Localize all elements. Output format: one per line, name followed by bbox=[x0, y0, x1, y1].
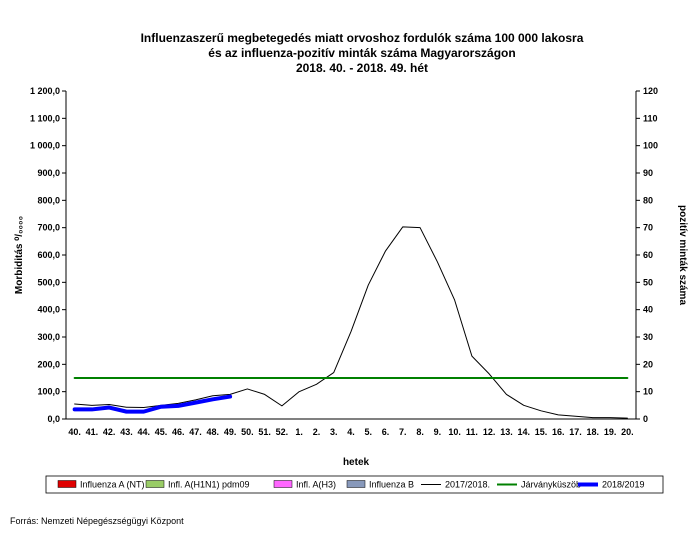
x-tick-label: 4. bbox=[347, 427, 355, 437]
x-tick-label: 20. bbox=[621, 427, 634, 437]
x-tick-label: 2. bbox=[313, 427, 321, 437]
x-tick-label: 7. bbox=[399, 427, 407, 437]
y2-tick-label: 30 bbox=[643, 332, 653, 342]
x-tick-label: 19. bbox=[604, 427, 617, 437]
legend-box bbox=[45, 475, 664, 494]
legend-swatch bbox=[273, 480, 293, 488]
x-tick-label: 16. bbox=[552, 427, 565, 437]
y-tick-label: 400,0 bbox=[37, 305, 60, 315]
chart-title: 2018. 40. - 2018. 49. hét bbox=[296, 61, 428, 75]
y-tick-label: 300,0 bbox=[37, 332, 60, 342]
y-tick-label: 1 100,0 bbox=[30, 113, 60, 123]
y-tick-label: 1 200,0 bbox=[30, 86, 60, 96]
line bbox=[72, 394, 233, 414]
y2-tick-label: 40 bbox=[643, 305, 653, 315]
x-tick-label: 5. bbox=[365, 427, 373, 437]
x-tick-label: 1. bbox=[295, 427, 303, 437]
y-tick-label: 800,0 bbox=[37, 195, 60, 205]
legend-swatch bbox=[346, 480, 366, 488]
y-tick-label: 100,0 bbox=[37, 387, 60, 397]
source: Forrás: Nemzeti Népegészségügyi Központ bbox=[10, 516, 184, 526]
x-tick-label: 43. bbox=[120, 427, 133, 437]
x-tick-label: 41. bbox=[86, 427, 99, 437]
x-tick-label: 50. bbox=[241, 427, 254, 437]
y2-tick-label: 110 bbox=[643, 113, 658, 123]
x-tick-label: 51. bbox=[258, 427, 271, 437]
y2-tick-label: 0 bbox=[643, 414, 648, 424]
legend-label: Influenza B bbox=[369, 480, 414, 490]
legend-label: 2018/2019 bbox=[602, 480, 645, 490]
legend-label: Infl. A(H3) bbox=[296, 480, 336, 490]
y-tick-label: 1 000,0 bbox=[30, 141, 60, 151]
x-tick-label: 17. bbox=[569, 427, 582, 437]
x-tick-label: 15. bbox=[535, 427, 548, 437]
legend-label: Infl. A(H1N1) pdm09 bbox=[168, 480, 250, 490]
chart-title: és az influenza-pozitív minták száma Mag… bbox=[208, 46, 515, 60]
x-tick-label: 48. bbox=[207, 427, 220, 437]
y2-tick-label: 100 bbox=[643, 141, 658, 151]
x-tick-label: 11. bbox=[466, 427, 478, 437]
x-tick-label: 9. bbox=[434, 427, 442, 437]
y2-tick-label: 70 bbox=[643, 223, 653, 233]
x-tick-label: 6. bbox=[382, 427, 390, 437]
y2-tick-label: 80 bbox=[643, 195, 653, 205]
legend-label: Influenza A (NT) bbox=[80, 480, 145, 490]
x-axis-label: hetek bbox=[343, 457, 370, 468]
y2-axis-label: pozitív minták száma bbox=[677, 205, 688, 305]
y-tick-label: 900,0 bbox=[37, 168, 60, 178]
x-tick-label: 42. bbox=[103, 427, 116, 437]
x-tick-label: 49. bbox=[224, 427, 237, 437]
legend-label: 2017/2018. bbox=[445, 480, 490, 490]
y-tick-label: 700,0 bbox=[37, 223, 60, 233]
y2-tick-label: 20 bbox=[643, 359, 653, 369]
y-tick-label: 200,0 bbox=[37, 359, 60, 369]
line bbox=[74, 226, 628, 419]
y-tick-label: 500,0 bbox=[37, 277, 60, 287]
x-tick-label: 45. bbox=[155, 427, 168, 437]
chart-title: Influenzaszerű megbetegedés miatt orvosh… bbox=[141, 31, 584, 45]
x-tick-label: 12. bbox=[483, 427, 496, 437]
x-tick-label: 52. bbox=[276, 427, 289, 437]
x-tick-label: 40. bbox=[68, 427, 81, 437]
x-tick-label: 46. bbox=[172, 427, 185, 437]
legend-swatch bbox=[57, 480, 77, 488]
x-tick-label: 14. bbox=[517, 427, 530, 437]
x-tick-label: 13. bbox=[500, 427, 513, 437]
x-tick-label: 3. bbox=[330, 427, 338, 437]
x-tick-label: 10. bbox=[448, 427, 461, 437]
x-tick-label: 44. bbox=[137, 427, 150, 437]
x-tick-label: 8. bbox=[416, 427, 424, 437]
y-tick-label: 600,0 bbox=[37, 250, 60, 260]
x-tick-label: 47. bbox=[189, 427, 202, 437]
legend-swatch bbox=[145, 480, 165, 488]
y-axis-label: Morbiditás ⁰/₀₀₀₀ bbox=[14, 216, 25, 294]
y2-tick-label: 50 bbox=[643, 277, 653, 287]
legend-label: Járványküszöb bbox=[521, 480, 581, 490]
y2-tick-label: 10 bbox=[643, 387, 653, 397]
y2-tick-label: 90 bbox=[643, 168, 653, 178]
y2-tick-label: 60 bbox=[643, 250, 653, 260]
y-tick-label: 0,0 bbox=[47, 414, 60, 424]
y2-tick-label: 120 bbox=[643, 86, 658, 96]
x-tick-label: 18. bbox=[587, 427, 600, 437]
